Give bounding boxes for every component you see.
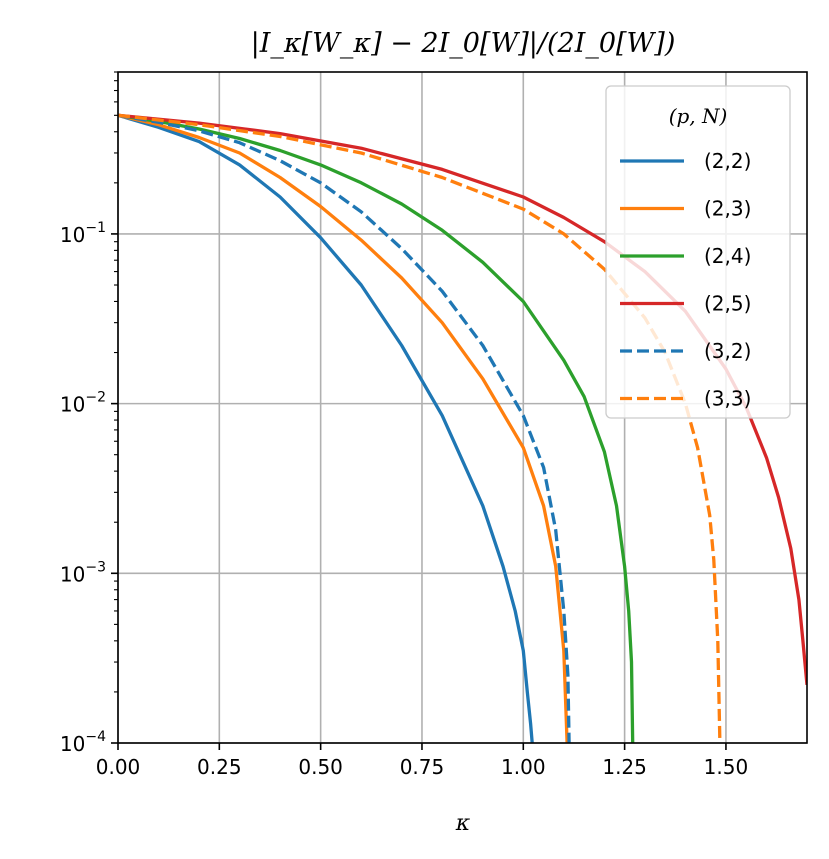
y-tick-label: 10−2 xyxy=(60,390,106,417)
plot-frame xyxy=(117,71,808,744)
x-tick-label: 1.00 xyxy=(501,755,546,779)
series-line-2-3 xyxy=(118,113,569,743)
y-tick-label: 10−1 xyxy=(60,220,106,247)
chart-title: |I_κ[W_κ] − 2I_0[W]|/(2I_0[W]) xyxy=(251,28,676,59)
x-tick-label: 1.50 xyxy=(704,755,749,779)
legend-entry-label: (3,2) xyxy=(704,339,751,363)
legend-entry-label: (2,4) xyxy=(704,244,751,268)
y-tick-label: 10−4 xyxy=(60,729,106,756)
legend-title: (p, N) xyxy=(669,104,728,128)
x-tick-label: 0.25 xyxy=(197,755,242,779)
legend-entry-label: (2,2) xyxy=(704,149,751,173)
axes-layer: 0.00 0.25 0.50 0.75 1.00 1.25 1.50 10−4 10−3 10−2… xyxy=(60,71,808,779)
series-line-3-2 xyxy=(118,113,571,743)
x-tick-label: 0.50 xyxy=(298,755,343,779)
x-tick-label: 0.00 xyxy=(96,755,141,779)
legend-entry-label: (2,5) xyxy=(704,292,751,316)
legend-box xyxy=(605,85,791,419)
x-tick-label: 1.25 xyxy=(602,755,647,779)
series-line-2-4 xyxy=(118,113,635,743)
x-tick-label: 0.75 xyxy=(400,755,445,779)
chart-legend: (p, N) (2,2) (2,3) (2,4) (2,5) (3,2) (3,3) xyxy=(605,85,791,419)
y-tick-label: 10−3 xyxy=(60,559,106,586)
x-axis-label: κ xyxy=(455,811,471,836)
legend-entry-label: (3,3) xyxy=(704,387,751,411)
legend-entry-label: (2,3) xyxy=(704,197,751,221)
series-line-2-2 xyxy=(118,113,534,743)
